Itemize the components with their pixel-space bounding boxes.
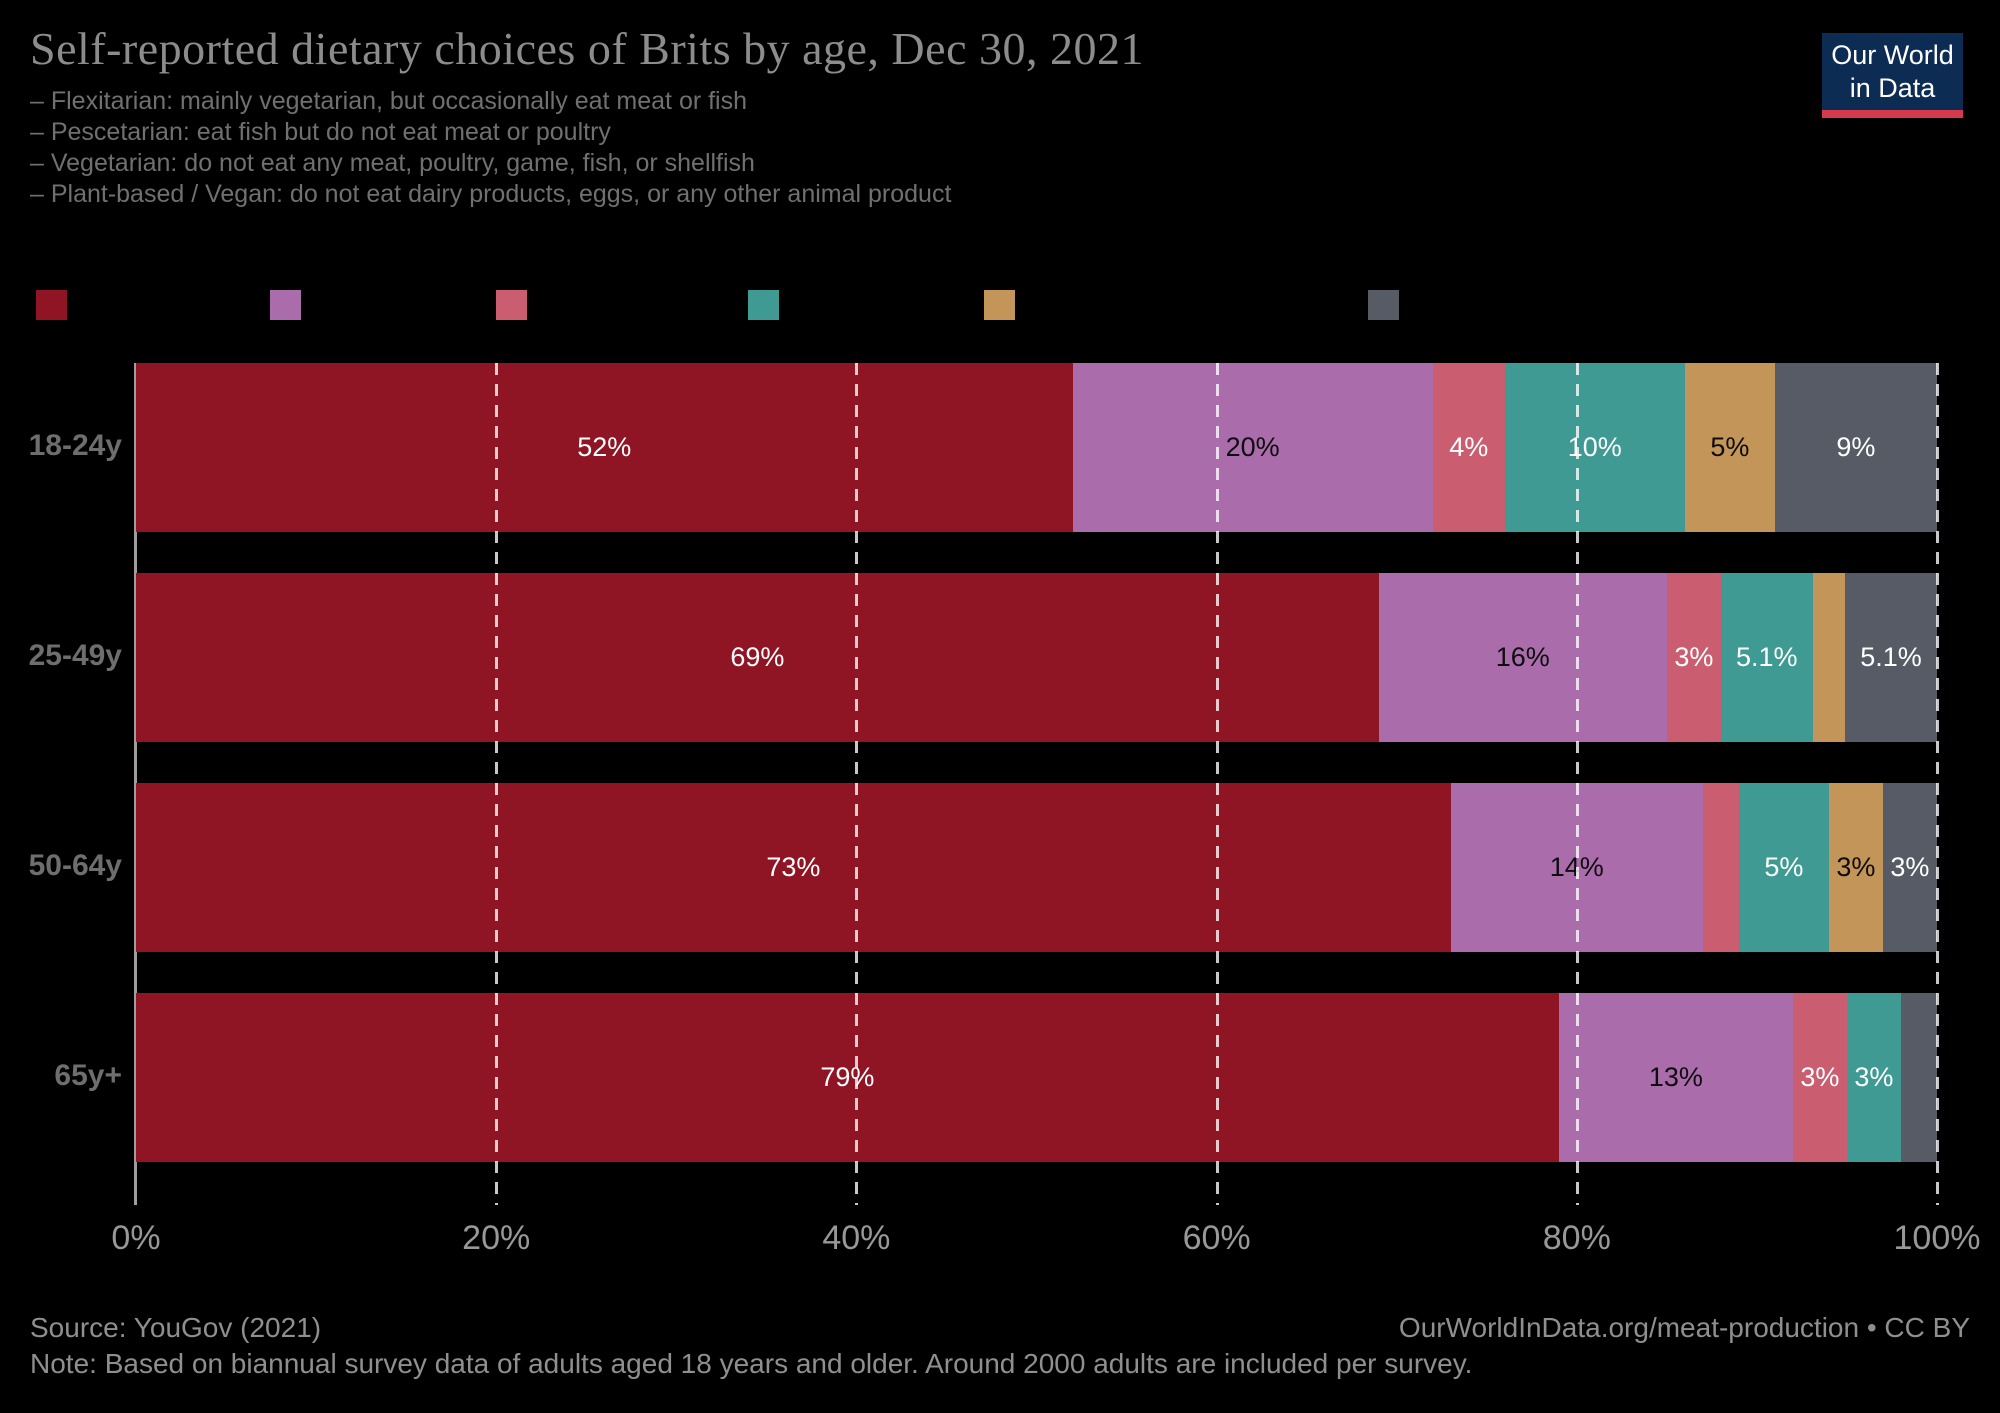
- gridline-100: [1936, 363, 1939, 1205]
- bar-value-label: 9%: [1836, 432, 1876, 462]
- bar-segment-purple-65y+[interactable]: 13%: [1558, 993, 1793, 1162]
- bar-value-label: 5%: [1710, 432, 1750, 462]
- y-axis-label-50-64y: 50-64y: [28, 849, 122, 882]
- plot-area: 52%20%4%10%5%9%69%16%3%5.1%5.1%73%14%5%3…: [111, 363, 1980, 1257]
- bar-segment-pink-65y+[interactable]: 3%: [1792, 993, 1847, 1162]
- legend-swatch-teal[interactable]: [748, 290, 779, 320]
- gridline-80: [1575, 363, 1579, 1205]
- attribution-link[interactable]: OurWorldInData.org/meat-production • CC …: [1398, 1312, 1970, 1343]
- legend-swatch-gray[interactable]: [1368, 290, 1399, 320]
- y-axis-label-18-24y: 18-24y: [28, 429, 122, 462]
- bar-segment-gray-50-64y[interactable]: 3%: [1882, 783, 1937, 952]
- bar-segment-teal-25-49y[interactable]: 5.1%: [1720, 573, 1813, 742]
- source-note: Source: YouGov (2021): [30, 1312, 322, 1343]
- gridline-60: [1215, 363, 1219, 1205]
- bar-value-label: 16%: [1495, 642, 1550, 672]
- subtitle-line: – Flexitarian: mainly vegetarian, but oc…: [30, 87, 748, 115]
- gridline-20: [495, 363, 499, 1205]
- bar-segment-teal-50-64y[interactable]: 5%: [1738, 783, 1829, 952]
- bar-row-65y+: 79% 13% 3% 3%: [136, 993, 1937, 1162]
- bar-segment-purple-25-49y[interactable]: 16%: [1378, 573, 1667, 742]
- x-tick-label-40: 40%: [822, 1219, 891, 1257]
- owid-logo-box: Our World in Data: [1822, 33, 1963, 110]
- y-axis-label-65y+: 65y+: [54, 1059, 122, 1092]
- bar-segment-pink-50-64y[interactable]: [1702, 783, 1739, 952]
- bar-value-label: 3%: [1854, 1062, 1894, 1092]
- bar-segment-gray-18-24y[interactable]: 9%: [1774, 363, 1937, 532]
- bar-value-label: 5.1%: [1736, 642, 1798, 672]
- bar-segment-purple-18-24y[interactable]: 20%: [1072, 363, 1433, 532]
- bar-segment-gray-25-49y[interactable]: 5.1%: [1845, 573, 1937, 742]
- x-tick-label-60: 60%: [1182, 1219, 1251, 1257]
- subtitle-line: – Pescetarian: eat fish but do not eat m…: [30, 118, 611, 146]
- legend-swatch-dark-red[interactable]: [36, 290, 67, 320]
- bar-segment-dark-red-25-49y[interactable]: 69%: [136, 573, 1379, 742]
- bar-value-label: 5%: [1764, 852, 1804, 882]
- bar-segment-tan-18-24y[interactable]: 5%: [1684, 363, 1775, 532]
- bar-segment-pink-18-24y[interactable]: 4%: [1432, 363, 1505, 532]
- bar-value-label: 3%: [1836, 852, 1876, 882]
- chart-title: Self-reported dietary choices of Brits b…: [30, 23, 1144, 74]
- bar-row-50-64y: 73%14%5%3%3%: [136, 783, 1937, 952]
- x-tick-label-100: 100%: [1893, 1219, 1981, 1257]
- bar-value-label: 3%: [1674, 642, 1714, 672]
- legend-swatch-pink[interactable]: [496, 290, 527, 320]
- bar-value-label: 3%: [1800, 1062, 1840, 1092]
- legend-swatch-purple[interactable]: [270, 290, 301, 320]
- owid-logo-accent-bar: [1822, 110, 1963, 118]
- bar-value-label: 79%: [820, 1062, 875, 1092]
- bar-segment-dark-red-50-64y[interactable]: 73%: [136, 783, 1451, 952]
- x-tick-label-20: 20%: [462, 1219, 531, 1257]
- bar-value-label: 69%: [730, 642, 785, 672]
- bar-value-label: 20%: [1225, 432, 1280, 462]
- bar-value-label: 73%: [766, 852, 821, 882]
- bar-value-label: 52%: [577, 432, 632, 462]
- bar-segment-teal-18-24y[interactable]: 10%: [1504, 363, 1685, 532]
- bar-segment-teal-65y+[interactable]: 3%: [1846, 993, 1901, 1162]
- owid-logo-line2: in Data: [1849, 72, 1936, 103]
- subtitle-line: – Plant-based / Vegan: do not eat dairy …: [30, 180, 952, 208]
- bar-segment-tan-50-64y[interactable]: 3%: [1828, 783, 1883, 952]
- gridline-40: [855, 363, 859, 1205]
- legend: [0, 290, 2000, 321]
- x-tick-label-0: 0%: [111, 1219, 161, 1257]
- bar-value-label: 13%: [1648, 1062, 1703, 1092]
- bar-value-label: 4%: [1449, 432, 1489, 462]
- bar-segment-tan-25-49y[interactable]: [1812, 573, 1846, 742]
- bar-segment-pink-25-49y[interactable]: 3%: [1666, 573, 1721, 742]
- chart-subtitle: – Flexitarian: mainly vegetarian, but oc…: [30, 86, 951, 210]
- bar-row-18-24y: 52% 20% 4% 10% 5% 9%: [136, 363, 1937, 532]
- bar-row-25-49y: 69% 16% 3% 5.1% 5.1%: [136, 573, 1937, 742]
- x-tick-label-80: 80%: [1542, 1219, 1611, 1257]
- owid-logo-line1: Our World: [1831, 39, 1954, 70]
- bar-segment-gray-65y+[interactable]: [1900, 993, 1937, 1162]
- y-axis-line: [134, 363, 137, 1205]
- legend-swatch-tan[interactable]: [984, 290, 1015, 320]
- subtitle-line: – Vegetarian: do not eat any meat, poult…: [30, 149, 755, 177]
- bar-segment-dark-red-18-24y[interactable]: 52%: [136, 363, 1073, 532]
- bar-value-label: 3%: [1890, 852, 1930, 882]
- footnote: Note: Based on biannual survey data of a…: [30, 1348, 1473, 1379]
- owid-logo: Our World in Data: [1822, 33, 1963, 118]
- bar-segment-dark-red-65y+[interactable]: 79%: [136, 993, 1559, 1162]
- bar-value-label: 5.1%: [1860, 642, 1922, 672]
- y-axis-label-25-49y: 25-49y: [28, 639, 122, 672]
